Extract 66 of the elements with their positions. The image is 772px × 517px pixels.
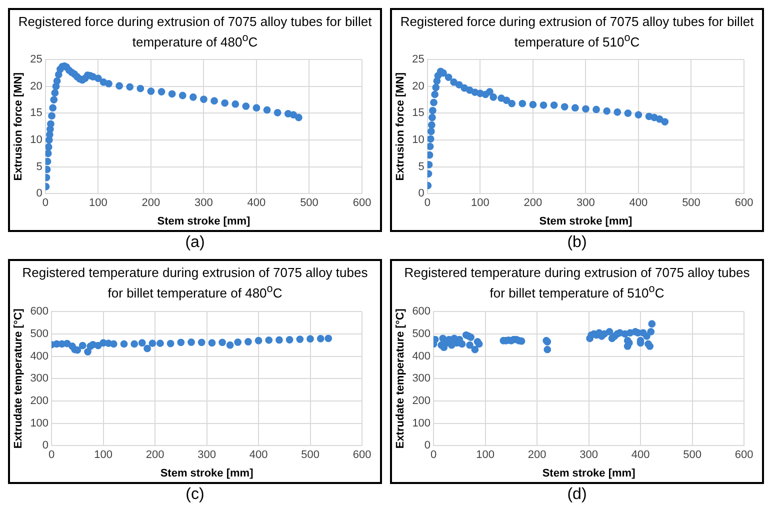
text: (b) <box>567 233 587 254</box>
y-tick-label: 25 <box>412 54 424 66</box>
x-axis-title: Stem stroke [mm] <box>539 216 633 228</box>
y-tick-label: 100 <box>412 416 431 429</box>
y-tick-label: 100 <box>30 416 49 429</box>
y-axis-title: Extrudate temperature [°C] <box>12 308 25 448</box>
y-tick-label: 200 <box>30 394 49 407</box>
chart-title: Registered force during extrusion of 7075 alloy tubes for billet temperature of 510$^{o}$C <box>399 13 755 50</box>
x-tick-label: 200 <box>142 198 160 210</box>
x-tick-label: 400 <box>247 198 266 210</box>
y-tick-label: 600 <box>412 305 431 318</box>
x-tick-label: 300 <box>198 448 216 461</box>
x-tick-label: 500 <box>301 448 320 461</box>
y-tick-label: 300 <box>30 372 49 384</box>
y-tick-label: 0 <box>36 188 42 200</box>
x-tick-label: 100 <box>94 448 112 461</box>
x-tick-label: 200 <box>146 448 164 461</box>
x-axis-title: Stem stroke [mm] <box>160 467 254 480</box>
chart-title: Registered temperature during extrusion of 7075 alloy tubes for billet temperature of 510$^{o}$C <box>403 264 751 302</box>
x-tick-label: 200 <box>524 198 542 210</box>
x-tick-label: 400 <box>631 448 650 461</box>
x-tick-label: 300 <box>576 198 595 210</box>
y-tick-label: 10 <box>412 134 424 146</box>
x-tick-label: 600 <box>352 198 372 210</box>
chart-title: Registered force during extrusion of 7075 alloy tubes for billet temperature of 480$^{o}$C <box>17 13 373 50</box>
y-tick-label: 200 <box>412 394 431 407</box>
y-tick-label: 5 <box>418 161 424 174</box>
x-tick-label: 400 <box>249 448 268 461</box>
text: (c) <box>186 484 204 505</box>
y-tick-label: 15 <box>30 108 42 120</box>
y-tick-label: 0 <box>424 439 431 452</box>
y-axis-title: Extrudate temperature [°C] <box>394 308 407 448</box>
y-axis-title: Extrusion force [MN] <box>12 72 25 182</box>
text: (d) <box>567 484 587 505</box>
x-tick-label: 300 <box>580 448 598 461</box>
x-tick-label: 500 <box>300 198 318 210</box>
x-tick-label: 300 <box>194 198 213 210</box>
y-tick-label: 25 <box>30 54 42 66</box>
x-axis-title: Stem stroke [mm] <box>157 216 251 228</box>
x-tick-label: 500 <box>682 198 700 210</box>
x-axis-title: Stem stroke [mm] <box>542 467 636 480</box>
x-tick-label: 400 <box>629 198 648 210</box>
y-tick-label: 500 <box>412 328 431 340</box>
x-tick-label: 600 <box>734 448 754 461</box>
y-tick-label: 600 <box>30 305 49 318</box>
x-tick-label: 100 <box>476 448 494 461</box>
y-axis-title: Extrusion force [MN] <box>394 72 407 182</box>
x-tick-label: 100 <box>471 198 490 210</box>
x-tick-label: 500 <box>683 448 702 461</box>
y-tick-label: 500 <box>30 328 49 340</box>
y-tick-label: 400 <box>30 350 49 362</box>
y-tick-label: 0 <box>418 188 424 200</box>
x-tick-label: 200 <box>528 448 546 461</box>
y-tick-label: 400 <box>412 350 431 362</box>
y-tick-label: 0 <box>42 439 49 452</box>
y-tick-label: 20 <box>412 80 424 93</box>
chart-title: Registered temperature during extrusion of 7075 alloy tubes for billet temperature of 480$^{o}$C <box>21 264 369 302</box>
y-tick-label: 20 <box>30 80 42 93</box>
y-tick-label: 10 <box>30 134 42 146</box>
x-tick-label: 100 <box>89 198 108 210</box>
x-tick-label: 600 <box>352 448 372 461</box>
y-tick-label: 15 <box>412 108 424 120</box>
x-tick-label: 600 <box>734 198 754 210</box>
y-tick-label: 5 <box>36 161 42 174</box>
text: (a) <box>185 233 205 254</box>
y-tick-label: 300 <box>412 372 431 384</box>
